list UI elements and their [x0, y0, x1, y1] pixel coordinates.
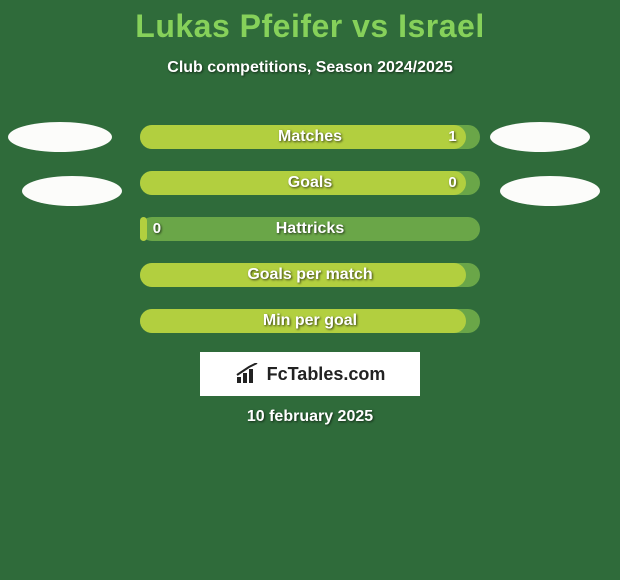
stat-bar: Goals per match: [140, 263, 480, 287]
stat-bar-value: 1: [448, 125, 456, 149]
subtitle: Club competitions, Season 2024/2025: [0, 59, 620, 77]
decorative-ellipse: [500, 176, 600, 206]
logo-box: FcTables.com: [200, 352, 420, 396]
stat-bar-value: 0: [448, 171, 456, 195]
stat-bars: Matches 1 Goals 0 Hattricks 0 Goals per …: [140, 125, 480, 355]
stat-bar-label: Matches: [140, 125, 480, 149]
decorative-ellipse: [22, 176, 122, 206]
stat-bar-value: 0: [153, 217, 161, 241]
bar-chart-icon: [235, 363, 261, 385]
stat-bar: Goals 0: [140, 171, 480, 195]
stat-bar-label: Goals per match: [140, 263, 480, 287]
logo-text: FcTables.com: [267, 364, 386, 385]
stat-bar: Matches 1: [140, 125, 480, 149]
stat-bar: Hattricks 0: [140, 217, 480, 241]
infographic-canvas: Lukas Pfeifer vs Israel Club competition…: [0, 0, 620, 580]
stat-bar: Min per goal: [140, 309, 480, 333]
stat-bar-label: Goals: [140, 171, 480, 195]
decorative-ellipse: [490, 122, 590, 152]
stat-bar-label: Hattricks: [140, 217, 480, 241]
page-title: Lukas Pfeifer vs Israel: [0, 0, 620, 45]
stat-bar-label: Min per goal: [140, 309, 480, 333]
decorative-ellipse: [8, 122, 112, 152]
date-text: 10 february 2025: [0, 408, 620, 426]
